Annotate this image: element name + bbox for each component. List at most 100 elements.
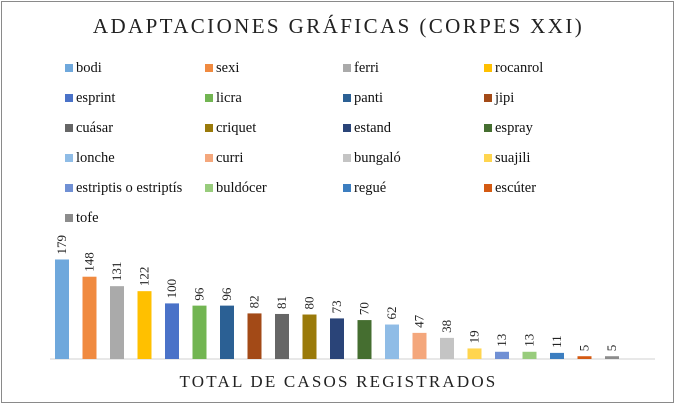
legend-label: bodi <box>76 59 102 76</box>
legend-swatch <box>343 184 351 192</box>
legend-label: tofe <box>76 209 99 226</box>
bar-value-label: 47 <box>412 314 427 328</box>
legend-label: curri <box>216 149 244 166</box>
bar <box>137 291 152 359</box>
legend-swatch <box>484 154 492 162</box>
bar-value-label: 13 <box>494 334 509 347</box>
bar-value-label: 122 <box>137 267 152 287</box>
bar-value-label: 81 <box>274 296 289 309</box>
legend-swatch <box>484 94 492 102</box>
legend-label: licra <box>216 89 242 106</box>
legend-item: lonche <box>65 150 115 166</box>
bar-value-label: 70 <box>357 302 372 315</box>
legend-item: esprint <box>65 90 115 106</box>
legend-label: criquet <box>216 119 257 136</box>
legend-item: sexi <box>205 60 239 76</box>
bar <box>577 356 592 359</box>
bar <box>385 324 399 359</box>
bar <box>440 337 454 359</box>
legend-item: ferri <box>343 60 379 76</box>
bar <box>275 313 289 359</box>
bar <box>412 332 427 359</box>
legend-label: panti <box>354 89 383 106</box>
chart-title: ADAPTACIONES GRÁFICAS (CORPES XXI) <box>92 14 585 38</box>
legend-swatch <box>205 64 213 72</box>
legend-item: bungaló <box>343 150 401 166</box>
bar <box>220 305 234 359</box>
legend-label: cuásar <box>76 119 114 136</box>
bar-value-label: 80 <box>302 297 317 310</box>
legend-item: escúter <box>484 180 536 196</box>
bar-value-label: 62 <box>384 307 399 320</box>
bar-value-label: 5 <box>604 345 619 352</box>
legend-item: suajili <box>484 150 530 166</box>
bar <box>330 318 344 359</box>
legend-label: regué <box>354 179 387 196</box>
legend-swatch <box>484 64 492 72</box>
legend-item: buldócer <box>205 180 267 196</box>
legend-swatch <box>205 124 213 132</box>
bar <box>110 286 124 359</box>
legend-swatch <box>65 94 73 102</box>
legend-item: jipi <box>484 90 514 106</box>
legend-item: cuásar <box>65 120 113 136</box>
legend-label: escúter <box>495 179 537 196</box>
legend-item: estand <box>343 120 391 136</box>
legend-swatch <box>343 64 351 72</box>
legend-swatch <box>343 94 351 102</box>
legend-swatch <box>484 124 492 132</box>
legend-label: bungaló <box>354 149 401 166</box>
legend: bodi sexi ferri rocanrol esprint licra panti ji… <box>65 60 543 226</box>
legend-item: espray <box>484 120 533 136</box>
bar-value-label: 82 <box>247 295 262 308</box>
legend-swatch <box>65 214 73 222</box>
bar <box>165 303 179 359</box>
bar-value-label: 131 <box>109 262 124 282</box>
bar-value-label: 13 <box>522 334 537 347</box>
legend-swatch <box>343 124 351 132</box>
legend-swatch <box>484 184 492 192</box>
bar-value-label: 179 <box>54 235 69 255</box>
bar-value-label: 73 <box>329 300 344 313</box>
legend-item: bodi <box>65 60 102 76</box>
bar-value-label: 11 <box>549 335 564 348</box>
legend-swatch <box>65 124 73 132</box>
bar-value-label: 100 <box>164 279 179 299</box>
legend-swatch <box>343 154 351 162</box>
bar <box>467 348 482 359</box>
bar <box>247 313 262 359</box>
legend-label: jipi <box>495 89 515 106</box>
legend-label: estand <box>354 119 392 136</box>
bar <box>192 305 207 359</box>
legend-label: rocanrol <box>495 59 544 76</box>
bar-value-label: 148 <box>82 252 97 272</box>
legend-item: rocanrol <box>484 60 543 76</box>
bar <box>302 314 317 359</box>
bar <box>495 351 509 359</box>
legend-label: buldócer <box>216 179 267 196</box>
legend-item: estriptis o estriptís <box>65 180 182 196</box>
legend-item: licra <box>205 90 242 106</box>
legend-label: esprint <box>76 89 116 106</box>
bar <box>357 320 372 359</box>
legend-swatch <box>65 184 73 192</box>
bar-value-label: 19 <box>467 330 482 343</box>
legend-label: lonche <box>76 149 115 166</box>
legend-swatch <box>205 154 213 162</box>
legend-swatch <box>205 184 213 192</box>
legend-swatch <box>65 64 73 72</box>
legend-item: panti <box>343 90 383 106</box>
bar-value-label: 38 <box>439 320 454 333</box>
legend-label: suajili <box>495 149 531 166</box>
bar-value-label: 96 <box>192 287 207 301</box>
bar <box>82 276 97 359</box>
legend-item: criquet <box>205 120 256 136</box>
legend-swatch <box>65 154 73 162</box>
bar-value-label: 96 <box>219 287 234 301</box>
bar <box>522 351 537 359</box>
legend-item: regué <box>343 180 386 196</box>
legend-label: espray <box>495 119 533 136</box>
x-axis-label: TOTAL DE CASOS REGISTRADOS <box>179 372 498 391</box>
